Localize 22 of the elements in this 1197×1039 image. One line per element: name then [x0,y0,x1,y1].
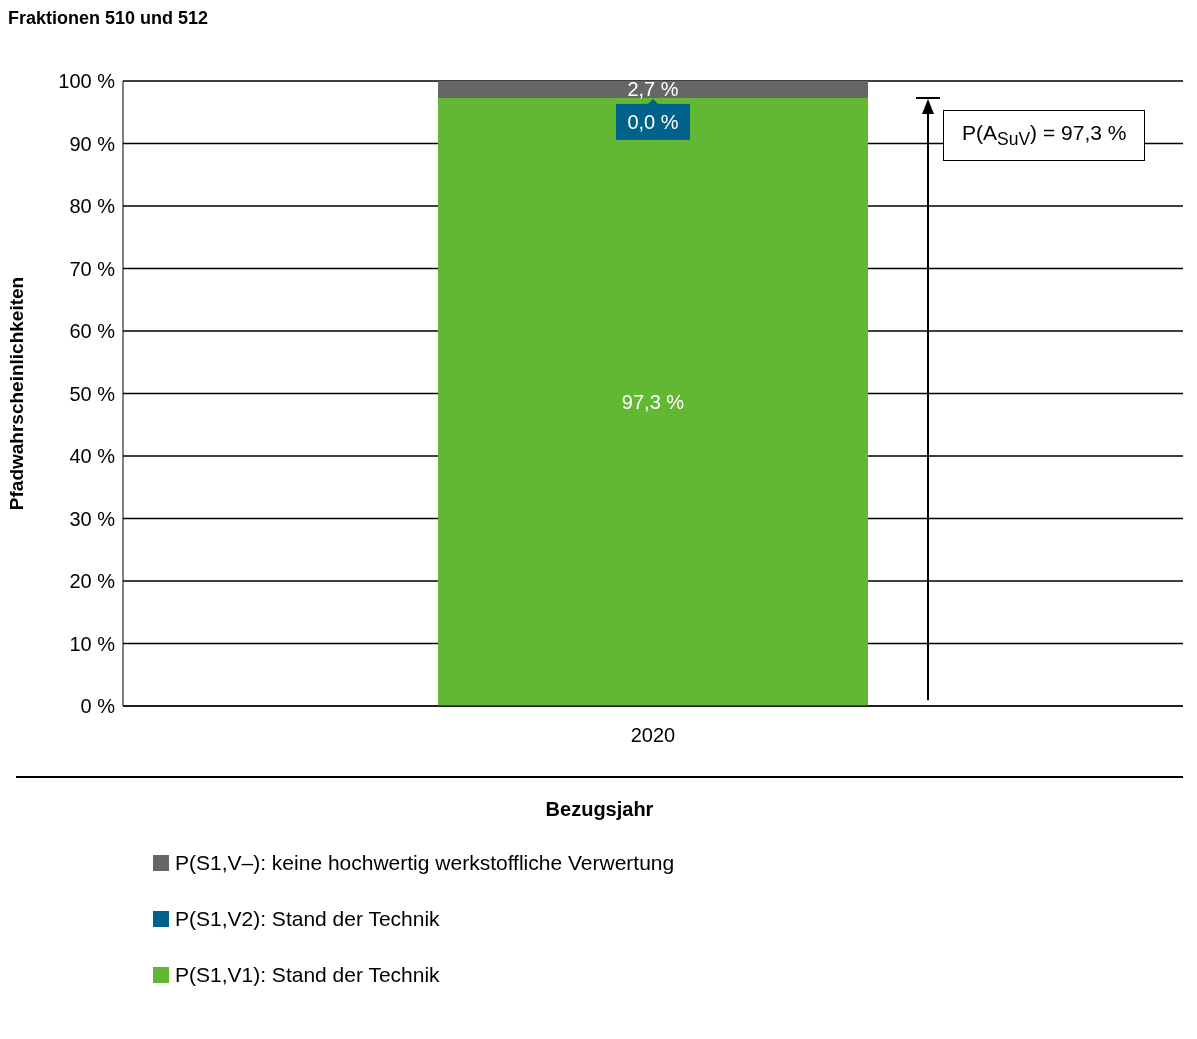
y-tick-label: 0 % [80,695,116,718]
y-tick-label: 100 % [58,70,116,93]
y-tick-label: 80 % [69,195,116,218]
x-axis-title: Bezugsjahr [16,776,1183,821]
y-tick-label: 10 % [69,632,116,655]
annotation: P(A$_{SuV}$) = 97,3 % [943,109,1146,162]
y-tick-label: 30 % [69,507,116,530]
legend-label: P(S1,V1): Stand der Technik [175,963,440,987]
y-tick-label: 60 % [69,320,116,343]
legend-label: P(S1,V–): keine hochwertig werkstoffliche Verwertung [175,851,675,875]
y-tick-label: 50 % [69,382,116,405]
chart-title: Fraktionen 510 und 512 [8,8,210,30]
y-tick-label: 70 % [69,257,116,280]
y-tick-label: 90 % [69,132,116,155]
y-axis-title: Pfadwahrscheinlichkeiten [5,276,27,511]
y-tick-label: 40 % [69,445,116,468]
y-tick-label: 20 % [69,570,116,593]
data-label: 2,7 % [627,78,679,101]
data-label: 97,3 % [621,390,685,413]
data-label: 0,0 % [627,110,679,133]
legend-label: P(S1,V2): Stand der Technik [175,907,440,931]
x-tick-label: 2020 [630,724,676,747]
